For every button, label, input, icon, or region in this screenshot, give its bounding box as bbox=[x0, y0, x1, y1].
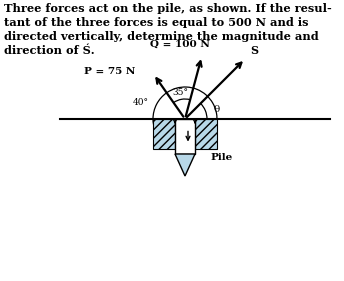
Text: S: S bbox=[250, 45, 258, 56]
Polygon shape bbox=[153, 119, 175, 149]
Polygon shape bbox=[175, 154, 195, 176]
Text: 40°: 40° bbox=[133, 98, 149, 107]
Text: Pile: Pile bbox=[210, 153, 232, 162]
Polygon shape bbox=[175, 119, 195, 154]
Text: direction of Ś.: direction of Ś. bbox=[4, 45, 95, 56]
Text: Q = 100 N: Q = 100 N bbox=[150, 40, 210, 49]
Polygon shape bbox=[195, 119, 217, 149]
Text: 35°: 35° bbox=[172, 88, 188, 97]
Text: directed vertically, determine the magnitude and: directed vertically, determine the magni… bbox=[4, 31, 319, 42]
Text: Three forces act on the pile, as shown. If the resul-: Three forces act on the pile, as shown. … bbox=[4, 3, 332, 14]
Text: P = 75 N: P = 75 N bbox=[84, 67, 136, 76]
Text: tant of the three forces is equal to 500 N and is: tant of the three forces is equal to 500… bbox=[4, 17, 309, 28]
Text: θ: θ bbox=[214, 105, 220, 114]
